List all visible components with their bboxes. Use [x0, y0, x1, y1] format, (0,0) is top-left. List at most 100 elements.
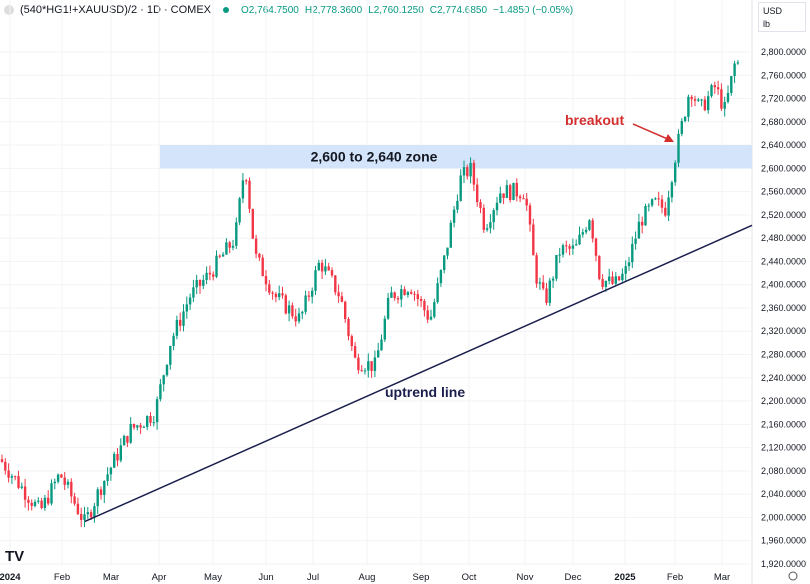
candle-body [598, 255, 601, 279]
y-tick-label: 1,920.0000 [761, 559, 806, 569]
candle-body [212, 274, 215, 277]
candle-body [136, 425, 139, 428]
candle-body [479, 202, 482, 208]
candle-body [7, 470, 10, 478]
candle-body [373, 357, 377, 371]
candle-body [697, 99, 700, 101]
candle-body [657, 198, 660, 200]
candle-body [314, 270, 317, 291]
candle-body [532, 224, 535, 256]
candle-body [56, 474, 60, 482]
candle-body [228, 242, 231, 248]
candle-body [0, 459, 4, 462]
candle-body [83, 514, 86, 520]
market-status-icon [223, 7, 230, 13]
candle-body [96, 489, 99, 507]
candle-body [522, 198, 525, 200]
candle-body [446, 247, 449, 256]
candle-body [485, 228, 489, 230]
symbol-logo-icon [4, 5, 14, 15]
candle-body [264, 276, 268, 285]
high-value: H2,778.3600 [304, 4, 363, 16]
y-tick-label: 1,960.0000 [761, 536, 806, 546]
candle-body [116, 453, 119, 461]
candle-body [650, 199, 654, 206]
candle-body [198, 280, 202, 286]
low-value: L2,760.1250 [368, 4, 424, 16]
candle-body [205, 272, 208, 281]
candle-body [139, 425, 142, 428]
candle-body [611, 276, 614, 284]
candle-body [353, 346, 357, 358]
candle-body [344, 301, 347, 319]
y-tick-label: 2,360.0000 [761, 303, 806, 313]
y-tick-label: 2,800.0000 [761, 47, 806, 57]
candle-body [254, 238, 258, 254]
candle-body [733, 63, 736, 77]
currency-unit-selector[interactable]: USD lb [758, 2, 806, 32]
candle-body [218, 255, 221, 257]
candle-body [703, 99, 707, 111]
candle-body [396, 298, 400, 300]
candle-body [307, 295, 311, 297]
candle-body [109, 467, 113, 475]
x-tick-label: Mar [714, 572, 730, 583]
y-tick-label: 2,120.0000 [761, 443, 806, 453]
candle-body [499, 193, 502, 203]
candle-body [169, 345, 172, 365]
candle-body [281, 293, 284, 296]
change-value: −1.4850 (−0.05%) [493, 4, 574, 16]
candle-body [393, 292, 396, 299]
candle-body [103, 480, 106, 495]
candle-body [47, 497, 50, 504]
candle-body [251, 208, 254, 239]
candle-body [271, 292, 274, 294]
candle-body [172, 335, 175, 346]
candle-body [235, 222, 238, 246]
candle-body [27, 499, 30, 503]
y-tick-label: 2,200.0000 [761, 396, 806, 406]
x-tick-label: May [204, 572, 222, 583]
candle-body [443, 255, 446, 271]
candle-body [363, 370, 367, 372]
candle-body [334, 275, 337, 293]
candle-body [674, 162, 677, 183]
candle-body [660, 199, 664, 208]
candle-body [608, 276, 611, 281]
settings-icon[interactable] [788, 571, 798, 581]
candle-body [528, 205, 532, 225]
candle-body [261, 257, 264, 277]
x-tick-label: Oct [462, 572, 477, 583]
candle-body [472, 162, 476, 185]
candle-body [241, 180, 245, 199]
candle-body [320, 262, 324, 272]
candle-body [122, 435, 126, 446]
candle-body [462, 167, 466, 176]
y-tick-label: 2,760.0000 [761, 70, 806, 80]
candle-body [436, 283, 439, 303]
candle-body [505, 185, 509, 199]
candle-body [202, 280, 205, 286]
candle-body [284, 295, 287, 314]
candle-body [558, 254, 561, 256]
candle-body [690, 96, 693, 100]
x-tick-label: Jun [258, 572, 273, 583]
candle-body [238, 198, 241, 223]
candle-body [311, 290, 314, 297]
candle-body [601, 278, 604, 287]
candle-body [680, 121, 683, 134]
candle-body [221, 254, 225, 257]
candle-body [14, 476, 17, 478]
candle-body [578, 234, 581, 245]
chart-header: (540*HG1!+XAUUSD)/2 · 1D · COMEX O2,764.… [4, 4, 573, 16]
candle-body [482, 207, 485, 230]
x-tick-label: Feb [54, 572, 70, 583]
uptrend-line [84, 224, 753, 523]
candle-body [492, 210, 495, 223]
candle-body [466, 167, 469, 177]
x-tick-label: 2025 [614, 572, 636, 583]
candle-body [76, 503, 80, 514]
symbol-title[interactable]: (540*HG1!+XAUUSD)/2 · 1D · COMEX [20, 4, 212, 16]
